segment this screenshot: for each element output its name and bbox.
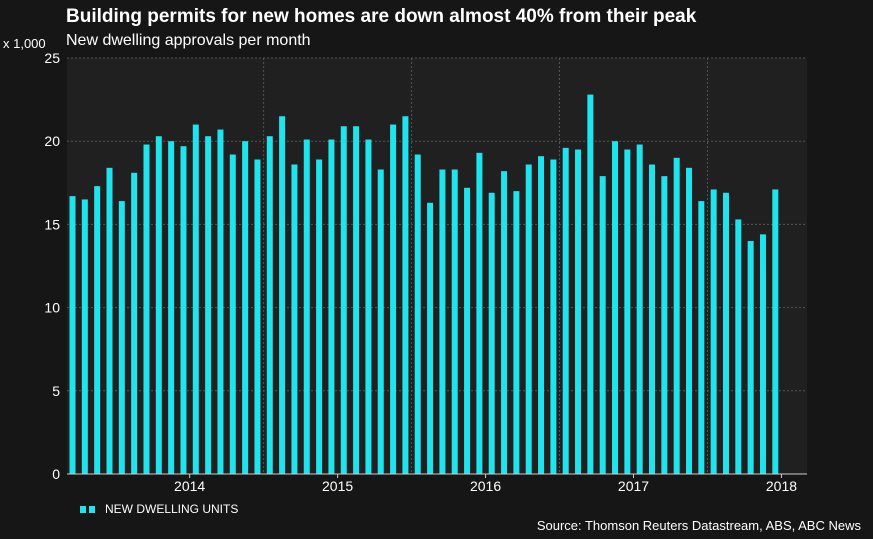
bar-2014-03 [143, 144, 150, 474]
y-tick-label: 0 [52, 466, 60, 482]
bar-2018-06 [772, 189, 779, 474]
plot-area-background [67, 58, 807, 474]
bar-2016-12 [550, 159, 557, 474]
bar-2017-12 [698, 201, 705, 474]
bar-2014-11 [242, 141, 249, 474]
bar-2015-10 [377, 169, 384, 474]
bar-2014-02 [131, 172, 138, 475]
bar-2015-11 [390, 124, 397, 474]
source-note: Source: Thomson Reuters Datastream, ABS,… [536, 518, 861, 533]
x-tick-label: 2014 [174, 478, 205, 494]
bar-2017-04 [599, 176, 606, 475]
x-axis-tick-labels: 2014 2015 2016 2017 2018 [174, 474, 797, 494]
bar-2017-05 [612, 141, 619, 474]
legend-swatch-square [89, 505, 95, 513]
x-tick-label: 2016 [470, 478, 501, 494]
bar-2017-01 [562, 147, 569, 474]
bar-2016-03 [439, 169, 446, 474]
y-tick-label: 5 [52, 383, 60, 399]
bar-2015-04 [303, 139, 310, 474]
y-axis-tick-labels: 0 5 10 15 20 25 [44, 50, 60, 482]
bar-2015-02 [279, 116, 286, 475]
y-tick-label: 20 [44, 133, 60, 149]
bar-2016-05 [464, 187, 471, 475]
bar-2017-03 [587, 94, 594, 474]
bar-2015-01 [266, 136, 273, 474]
bar-2015-12 [402, 116, 409, 475]
bar-2016-09 [513, 191, 520, 474]
bar-2015-07 [340, 126, 347, 474]
bar-2018-03 [735, 219, 742, 474]
bar-2014-01 [118, 201, 125, 474]
bar-2013-10 [81, 199, 88, 474]
bar-2014-08 [205, 136, 212, 474]
bar-2018-05 [759, 234, 766, 474]
bar-2013-11 [94, 186, 101, 475]
bar-2015-06 [328, 139, 335, 474]
bar-2018-01 [710, 189, 717, 474]
bar-2015-09 [365, 139, 372, 474]
bar-2013-12 [106, 167, 113, 474]
bar-2017-06 [624, 149, 631, 474]
bar-2016-02 [427, 202, 434, 474]
legend-swatch-square [80, 505, 86, 513]
x-tick-label: 2018 [766, 478, 797, 494]
bar-2015-05 [316, 159, 323, 474]
bar-2016-06 [476, 152, 483, 474]
bar-2018-02 [722, 192, 729, 474]
bar-2016-08 [501, 171, 508, 475]
bar-2016-10 [525, 164, 532, 474]
bar-2013-09 [69, 196, 76, 474]
bar-2016-11 [538, 156, 545, 474]
y-tick-label: 15 [44, 216, 60, 232]
bar-2015-08 [353, 126, 360, 474]
bar-2016-01 [414, 154, 421, 474]
bar-2017-11 [686, 167, 692, 474]
bar-2014-10 [229, 154, 236, 474]
grid-lines [67, 57, 807, 474]
legend-swatch-icon [80, 505, 95, 513]
bar-2015-03 [291, 164, 298, 474]
bar-2014-04 [155, 136, 162, 474]
y-tick-label: 25 [44, 50, 60, 66]
bar-2016-07 [488, 192, 495, 474]
bar-2017-09 [661, 176, 668, 475]
bars-group [69, 94, 779, 475]
bar-2016-04 [451, 169, 458, 474]
legend-label: NEW DWELLING UNITS [105, 502, 239, 516]
legend: NEW DWELLING UNITS [80, 502, 238, 516]
bar-2018-04 [747, 241, 754, 474]
bar-2014-06 [180, 146, 187, 474]
chart-subtitle: New dwelling approvals per month [66, 32, 311, 49]
bar-2014-09 [217, 129, 224, 474]
x-tick-label: 2015 [322, 478, 353, 494]
y-axis-unit-label: x 1,000 [3, 36, 46, 51]
bar-2017-10 [673, 157, 680, 474]
chart-title: Building permits for new homes are down … [66, 6, 697, 27]
x-tick-label: 2017 [618, 478, 649, 494]
bar-2014-05 [168, 141, 175, 474]
bar-2017-07 [636, 144, 643, 474]
y-tick-label: 10 [44, 300, 60, 316]
bar-2014-12 [254, 159, 261, 474]
bar-2017-08 [649, 164, 656, 474]
bar-2014-07 [192, 124, 199, 474]
bar-2017-02 [575, 149, 582, 474]
